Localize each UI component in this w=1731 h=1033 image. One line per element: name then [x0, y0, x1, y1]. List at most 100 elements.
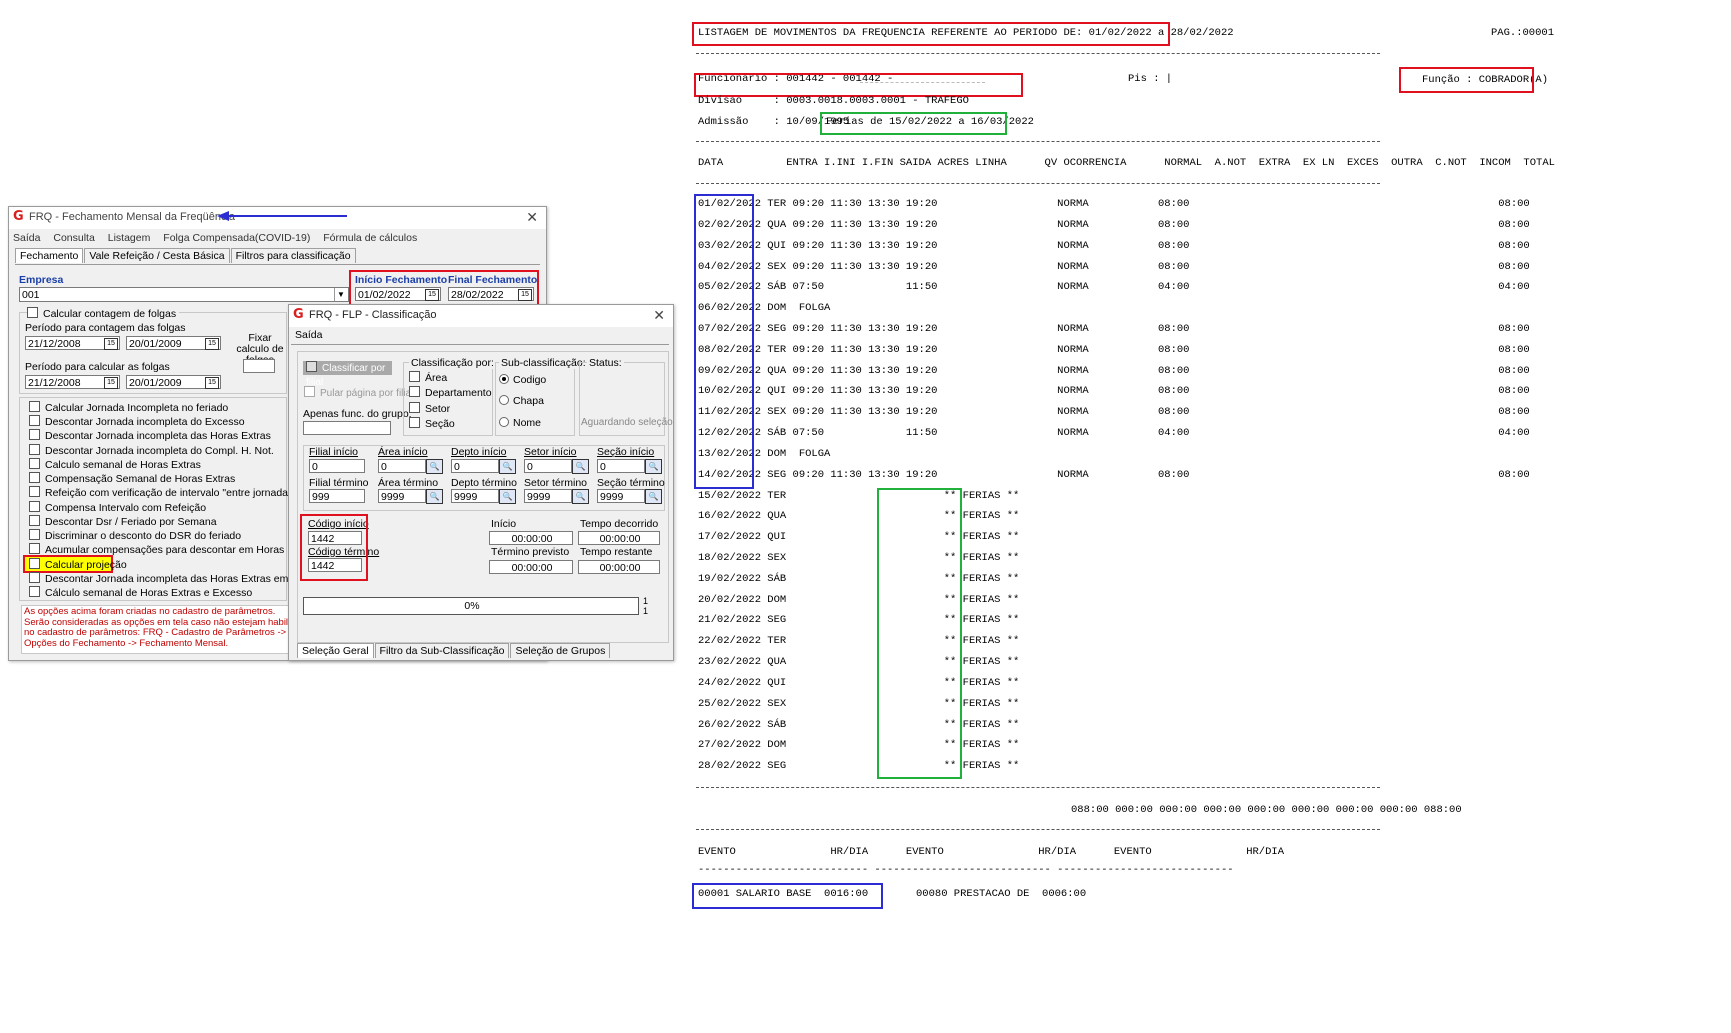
calendar-icon[interactable]: 15	[205, 377, 219, 389]
classificacao-departamento[interactable]: Departamento	[409, 386, 492, 399]
menu-saida[interactable]: Saída	[13, 232, 41, 244]
depto-inicio-input[interactable]: 0	[451, 459, 499, 473]
periodo-contagem-ate[interactable]: 20/01/2009 15	[126, 336, 221, 350]
checkbox[interactable]	[409, 386, 420, 397]
checkbox[interactable]	[409, 402, 420, 413]
depto-termino-input[interactable]: 9999	[451, 489, 499, 503]
option-row[interactable]: Acumular compensações para descontar em …	[29, 543, 284, 556]
menu-saida[interactable]: Saída	[295, 329, 323, 341]
checkbox[interactable]	[29, 501, 40, 512]
calendar-icon[interactable]: 15	[104, 377, 118, 389]
search-icon[interactable]: 🔍	[572, 459, 589, 474]
menu-listagem[interactable]: Listagem	[107, 232, 151, 244]
menu-formula-calculos[interactable]: Fórmula de cálculos	[323, 232, 418, 244]
classificacao-secao[interactable]: Seção	[409, 417, 455, 430]
pular-pagina[interactable]: Pular página por filial	[304, 386, 413, 399]
checkbox[interactable]	[27, 307, 38, 318]
checkbox[interactable]	[29, 515, 40, 526]
filial-termino-input[interactable]: 999	[309, 489, 365, 503]
tab-fechamento[interactable]: Fechamento	[15, 248, 84, 263]
codigo-termino-input[interactable]: 1442	[308, 558, 362, 572]
checkbox[interactable]	[409, 371, 420, 382]
search-icon[interactable]: 🔍	[645, 459, 662, 474]
menu-consulta[interactable]: Consulta	[53, 232, 95, 244]
secao-termino-input[interactable]: 9999	[597, 489, 645, 503]
option-row[interactable]: Descontar Jornada incompleta do Excesso	[29, 415, 245, 428]
classificacao-label: Classificação por:	[409, 357, 496, 369]
search-icon[interactable]: 🔍	[645, 489, 662, 504]
checkbox[interactable]	[29, 415, 40, 426]
checkbox[interactable]	[29, 444, 40, 455]
classificacao-area[interactable]: Área	[409, 371, 447, 384]
option-row[interactable]: Cálculo semanal de Horas Extras e Excess…	[29, 586, 252, 599]
empresa-select[interactable]: 001 ▼	[19, 287, 349, 302]
periodo-contagem-de[interactable]: 21/12/2008 15	[25, 336, 120, 350]
subclass-chapa[interactable]: Chapa	[499, 395, 544, 407]
menu-folga-compensada[interactable]: Folga Compensada(COVID-19)	[163, 232, 311, 244]
search-icon[interactable]: 🔍	[572, 489, 589, 504]
periodo-calcular-de[interactable]: 21/12/2008 15	[25, 375, 120, 389]
calendar-icon[interactable]: 15	[518, 289, 532, 301]
subclass-codigo[interactable]: Codigo	[499, 374, 546, 386]
checkbox[interactable]	[29, 572, 40, 583]
checkbox[interactable]	[29, 486, 40, 497]
option-row[interactable]: Discriminar o desconto do DSR do feriado	[29, 529, 241, 542]
calendar-icon[interactable]: 15	[205, 338, 219, 350]
checkbox[interactable]	[29, 543, 40, 554]
checkbox[interactable]	[29, 586, 40, 597]
option-row[interactable]: Compensação Semanal de Horas Extras	[29, 472, 235, 485]
checkbox[interactable]	[29, 458, 40, 469]
inicio-fechamento-input[interactable]: 01/02/2022 15	[355, 287, 441, 301]
close-icon[interactable]: ✕	[526, 209, 538, 225]
search-icon[interactable]: 🔍	[499, 489, 516, 504]
chevron-down-icon[interactable]: ▼	[334, 288, 347, 301]
option-row-calcular-projecao[interactable]: Calcular projeção	[29, 558, 127, 571]
tab-filtros-classificacao[interactable]: Filtros para classificação	[230, 248, 356, 263]
radio-button[interactable]	[499, 417, 509, 427]
tab-filtro-subclassificacao[interactable]: Filtro da Sub-Classificação	[374, 643, 510, 658]
menu-divider	[291, 344, 669, 345]
option-row[interactable]: Compensa Intervalo com Refeição	[29, 501, 206, 514]
option-row[interactable]: Calcular Jornada Incompleta no feriado	[29, 401, 228, 414]
filial-inicio-input[interactable]: 0	[309, 459, 365, 473]
calcular-contagem-folgas[interactable]: Calcular contagem de folgas	[27, 307, 180, 320]
checkbox[interactable]	[29, 558, 40, 569]
calendar-icon[interactable]: 15	[425, 289, 439, 301]
checkbox[interactable]	[29, 472, 40, 483]
option-row[interactable]: Refeição com verificação de intervalo "e…	[29, 486, 297, 499]
option-row[interactable]: Descontar Jornada incompleta do Compl. H…	[29, 444, 274, 457]
periodo-calcular-ate[interactable]: 20/01/2009 15	[126, 375, 221, 389]
tab-selecao-grupos[interactable]: Seleção de Grupos	[510, 643, 611, 658]
checkbox[interactable]	[306, 361, 317, 372]
fixar-calculo-input[interactable]	[243, 359, 275, 373]
calendar-icon[interactable]: 15	[104, 338, 118, 350]
search-icon[interactable]: 🔍	[499, 459, 516, 474]
final-fechamento-input[interactable]: 28/02/2022 15	[448, 287, 534, 301]
secao-inicio-input[interactable]: 0	[597, 459, 645, 473]
tab-selecao-geral[interactable]: Seleção Geral	[297, 643, 374, 658]
codigo-inicio-input[interactable]: 1442	[308, 531, 362, 545]
tab-vale-refeicao[interactable]: Vale Refeição / Cesta Básica	[84, 248, 230, 263]
classificar-filial-button[interactable]: Classificar por filial	[303, 361, 392, 388]
radio-button[interactable]	[499, 374, 509, 384]
search-icon[interactable]: 🔍	[426, 489, 443, 504]
option-row[interactable]: Calculo semanal de Horas Extras	[29, 458, 201, 471]
checkbox[interactable]	[29, 529, 40, 540]
area-termino-input[interactable]: 9999	[378, 489, 426, 503]
checkbox[interactable]	[304, 386, 315, 397]
option-row[interactable]: Descontar Jornada incompleta das Horas E…	[29, 429, 271, 442]
setor-termino-input[interactable]: 9999	[524, 489, 572, 503]
close-icon[interactable]: ✕	[653, 307, 665, 323]
option-row[interactable]: Descontar Jornada incompleta das Horas E…	[29, 572, 329, 585]
checkbox[interactable]	[409, 417, 420, 428]
setor-inicio-input[interactable]: 0	[524, 459, 572, 473]
radio-button[interactable]	[499, 395, 509, 405]
search-icon[interactable]: 🔍	[426, 459, 443, 474]
apenas-grupo-input[interactable]	[303, 421, 391, 435]
option-row[interactable]: Descontar Dsr / Feriado por Semana	[29, 515, 217, 528]
classificacao-setor[interactable]: Setor	[409, 402, 450, 415]
checkbox[interactable]	[29, 401, 40, 412]
area-inicio-input[interactable]: 0	[378, 459, 426, 473]
checkbox[interactable]	[29, 429, 40, 440]
subclass-nome[interactable]: Nome	[499, 417, 541, 429]
